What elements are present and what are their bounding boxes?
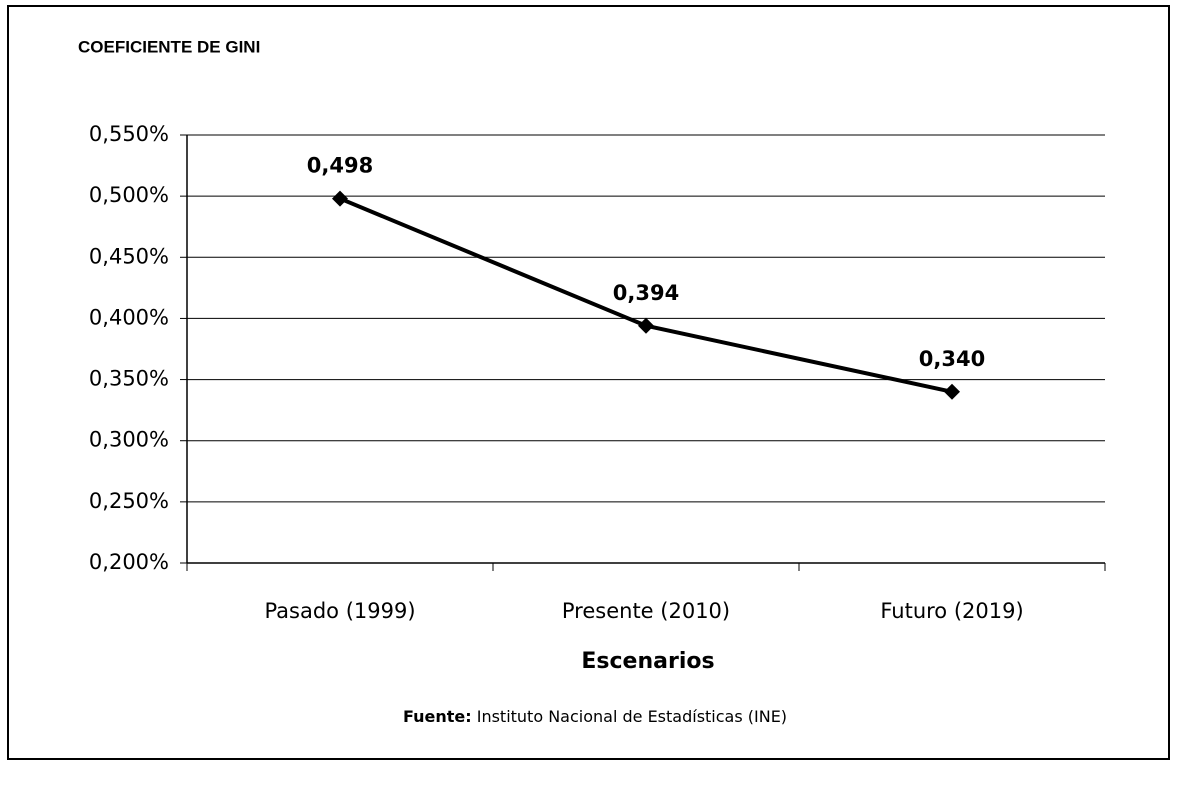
y-tick-label: 0,300% bbox=[89, 428, 169, 452]
y-tick-label: 0,250% bbox=[89, 489, 169, 513]
y-tick-label: 0,500% bbox=[89, 183, 169, 207]
data-label: 0,498 bbox=[307, 154, 373, 178]
source: Fuente: Instituto Nacional de Estadístic… bbox=[403, 707, 787, 726]
x-tick-label: Presente (2010) bbox=[562, 599, 730, 623]
data-label: 0,340 bbox=[919, 347, 985, 371]
marker bbox=[332, 190, 348, 207]
source-text: Instituto Nacional de Estadísticas (INE) bbox=[477, 707, 787, 726]
y-tick-label: 0,350% bbox=[89, 367, 169, 391]
data-label: 0,394 bbox=[613, 281, 679, 305]
x-tick-label: Futuro (2019) bbox=[880, 599, 1023, 623]
y-tick-label: 0,550% bbox=[89, 122, 169, 146]
source-label: Fuente: bbox=[403, 707, 472, 726]
x-axis-label: Escenarios bbox=[581, 649, 714, 674]
chart-title: COEFICIENTE DE GINI bbox=[78, 37, 260, 56]
y-tick-label: 0,400% bbox=[89, 305, 169, 329]
chart-frame bbox=[7, 5, 1170, 760]
marker bbox=[944, 383, 960, 400]
x-tick-label: Pasado (1999) bbox=[264, 599, 415, 623]
y-tick-label: 0,450% bbox=[89, 244, 169, 268]
y-tick-label: 0,200% bbox=[89, 550, 169, 574]
marker bbox=[638, 317, 654, 334]
